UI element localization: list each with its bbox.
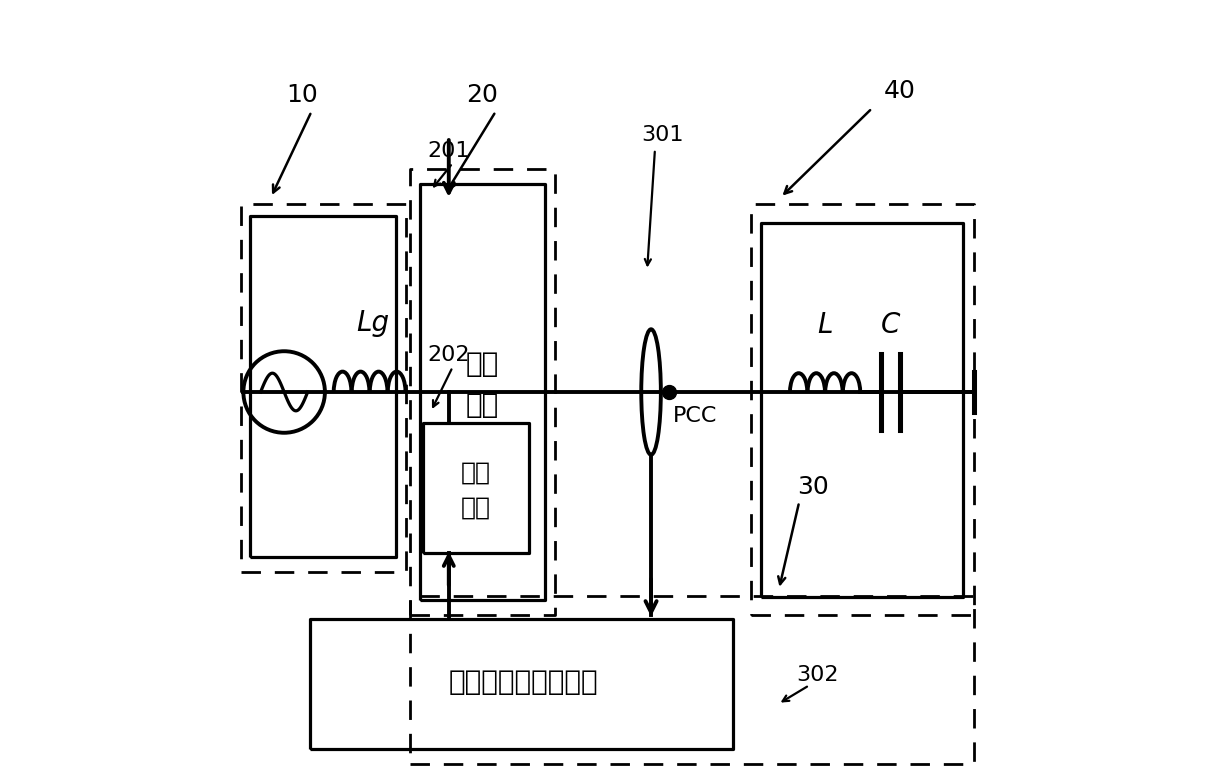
- Text: 电流
扰动: 电流 扰动: [461, 460, 491, 520]
- Text: 10: 10: [286, 83, 318, 107]
- Text: 扰动选择及阻抗计算: 扰动选择及阻抗计算: [449, 668, 599, 696]
- Text: 302: 302: [796, 665, 839, 684]
- Text: 301: 301: [641, 125, 684, 145]
- Text: PCC: PCC: [673, 405, 717, 426]
- Text: 202: 202: [428, 345, 471, 365]
- Text: Lg: Lg: [356, 309, 389, 337]
- Text: 30: 30: [797, 475, 829, 499]
- Text: 40: 40: [884, 79, 915, 103]
- Text: 201: 201: [428, 141, 471, 161]
- Text: L: L: [818, 310, 833, 339]
- Text: 20: 20: [466, 83, 497, 107]
- Text: C: C: [880, 310, 900, 339]
- Text: 电压
扰动: 电压 扰动: [466, 350, 499, 419]
